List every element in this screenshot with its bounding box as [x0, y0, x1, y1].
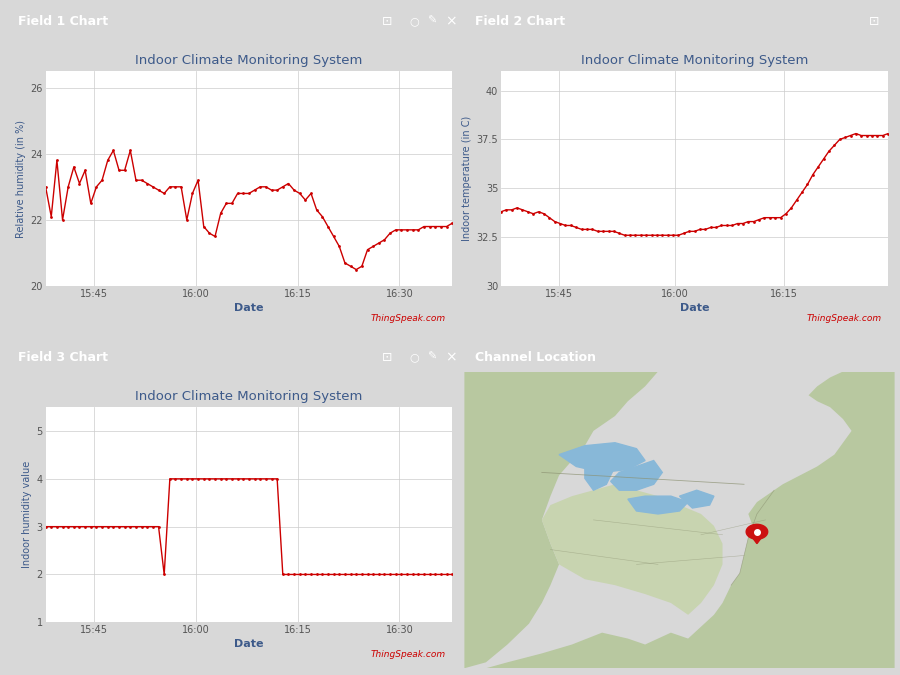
Polygon shape [542, 484, 723, 615]
Text: ThingSpeak.com: ThingSpeak.com [370, 650, 446, 659]
Text: ⊡: ⊡ [382, 351, 392, 364]
Title: Indoor Climate Monitoring System: Indoor Climate Monitoring System [135, 54, 363, 67]
Polygon shape [486, 371, 895, 668]
Polygon shape [746, 524, 768, 539]
Polygon shape [628, 496, 688, 514]
X-axis label: Date: Date [234, 639, 264, 649]
Text: ThingSpeak.com: ThingSpeak.com [806, 314, 882, 323]
Text: ✎: ✎ [428, 16, 436, 26]
Text: ✎: ✎ [428, 352, 436, 362]
Text: ⊡: ⊡ [868, 15, 879, 28]
Y-axis label: Relative humidity (in %): Relative humidity (in %) [16, 119, 26, 238]
Title: Indoor Climate Monitoring System: Indoor Climate Monitoring System [580, 54, 808, 67]
Text: ○: ○ [410, 352, 419, 362]
Polygon shape [680, 490, 714, 508]
X-axis label: Date: Date [680, 303, 709, 313]
Text: Field 2 Chart: Field 2 Chart [475, 15, 565, 28]
Polygon shape [585, 446, 615, 490]
Text: ThingSpeak.com: ThingSpeak.com [370, 314, 446, 323]
Text: Field 1 Chart: Field 1 Chart [19, 15, 109, 28]
Polygon shape [611, 460, 662, 490]
Text: ○: ○ [410, 16, 419, 26]
Title: Indoor Climate Monitoring System: Indoor Climate Monitoring System [135, 390, 363, 403]
Text: Channel Location: Channel Location [475, 351, 596, 364]
Text: Field 3 Chart: Field 3 Chart [19, 351, 109, 364]
Y-axis label: Indoor temperature (in C): Indoor temperature (in C) [463, 116, 473, 241]
Polygon shape [464, 371, 658, 668]
Y-axis label: Indoor humidity value: Indoor humidity value [22, 461, 32, 568]
Text: ×: × [446, 14, 457, 28]
Polygon shape [749, 533, 765, 543]
Text: ⊡: ⊡ [382, 15, 392, 28]
Polygon shape [559, 443, 645, 472]
Text: ×: × [446, 350, 457, 364]
X-axis label: Date: Date [234, 303, 264, 313]
